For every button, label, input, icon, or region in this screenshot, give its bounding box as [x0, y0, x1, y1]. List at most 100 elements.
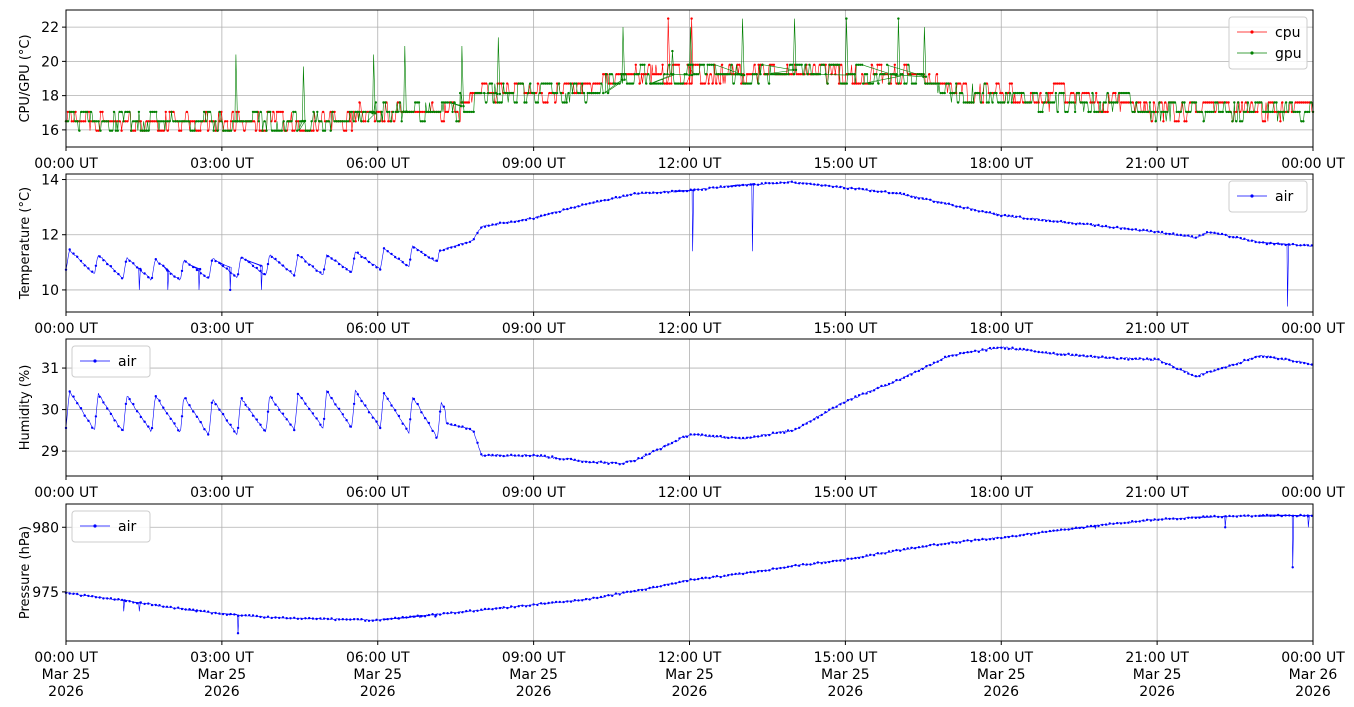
y-tick-label: 18 [41, 89, 59, 105]
data-point [1071, 353, 1074, 356]
data-point [925, 545, 928, 548]
data-point [1175, 233, 1179, 236]
data-point [1221, 101, 1225, 104]
x-tick-year: 2026 [983, 684, 1019, 700]
data-point [675, 82, 679, 85]
data-point [824, 73, 827, 76]
data-point [206, 129, 210, 132]
data-point [84, 120, 87, 123]
data-point [427, 613, 431, 617]
data-point [532, 603, 535, 606]
data-point [427, 421, 431, 425]
data-point [1205, 231, 1209, 234]
data-point [955, 82, 958, 85]
data-point [1284, 101, 1288, 104]
data-point [1033, 101, 1037, 104]
data-point [1256, 101, 1259, 104]
x-tick-label: 18:00 UT [969, 156, 1033, 172]
data-point [1273, 243, 1276, 246]
x-tick-label: 15:00 UT [814, 650, 878, 666]
data-point [855, 82, 858, 85]
data-point [1239, 514, 1242, 518]
data-point [1043, 101, 1046, 104]
data-point [985, 538, 988, 541]
data-point [964, 82, 967, 85]
data-point [1154, 110, 1157, 114]
data-point [1141, 110, 1144, 114]
x-tick-year: 2026 [828, 684, 864, 700]
data-point [633, 192, 636, 195]
data-point [214, 611, 217, 615]
data-point [1083, 101, 1086, 104]
data-point [341, 618, 344, 621]
data-point [1120, 91, 1123, 95]
data-point [285, 268, 288, 271]
data-point [218, 110, 221, 114]
data-point [500, 82, 503, 85]
data-point [1137, 110, 1140, 114]
data-point [584, 101, 588, 104]
data-point [110, 129, 114, 132]
data-point [453, 423, 457, 427]
data-point [596, 461, 599, 465]
data-point [72, 395, 75, 398]
data-point [416, 614, 419, 617]
data-point [87, 419, 90, 422]
data-point [1298, 110, 1301, 114]
data-point [201, 120, 204, 123]
data-point [208, 110, 212, 114]
data-point [1228, 514, 1231, 518]
data-point [278, 616, 281, 620]
data-point [996, 213, 999, 217]
data-point [558, 458, 561, 461]
data-point [771, 73, 775, 76]
data-point [588, 461, 591, 464]
data-point [334, 403, 337, 406]
data-point [1187, 516, 1190, 519]
data-point [694, 63, 697, 66]
data-point [273, 129, 276, 132]
x-tick-date: Mar 25 [821, 667, 870, 683]
data-point [1087, 110, 1090, 114]
data-point [985, 82, 989, 85]
data-point [271, 129, 274, 132]
data-point [813, 562, 816, 565]
data-point [322, 617, 326, 620]
data-point [751, 73, 754, 76]
data-point [68, 390, 71, 393]
y-tick-label: 31 [41, 361, 59, 377]
data-point [699, 82, 703, 85]
data-point [1014, 91, 1017, 95]
data-point [1050, 91, 1054, 95]
data-point [1029, 101, 1033, 104]
data-point [244, 258, 247, 261]
data-point [1081, 101, 1085, 104]
data-point [244, 120, 247, 123]
data-point [1205, 371, 1209, 374]
data-point [233, 613, 236, 616]
data-point [1250, 239, 1254, 242]
data-point [1168, 363, 1171, 366]
data-point [1007, 347, 1010, 351]
data-point [1300, 101, 1303, 104]
data-point [1295, 515, 1299, 518]
data-point [206, 110, 210, 114]
data-point [449, 101, 452, 104]
data-point [1112, 91, 1115, 95]
data-point [887, 550, 891, 553]
data-point [644, 453, 648, 456]
data-point [169, 605, 172, 609]
data-point [581, 203, 584, 206]
data-point [670, 582, 674, 585]
data-point [1224, 526, 1227, 529]
data-point [1026, 532, 1029, 536]
data-point [940, 201, 943, 204]
data-point [419, 120, 423, 123]
data-point [162, 605, 165, 608]
data-point [637, 588, 640, 592]
data-point [1202, 120, 1205, 123]
data-point [91, 426, 94, 429]
data-point [1175, 120, 1179, 123]
data-point [1010, 82, 1013, 85]
data-point [824, 184, 827, 187]
